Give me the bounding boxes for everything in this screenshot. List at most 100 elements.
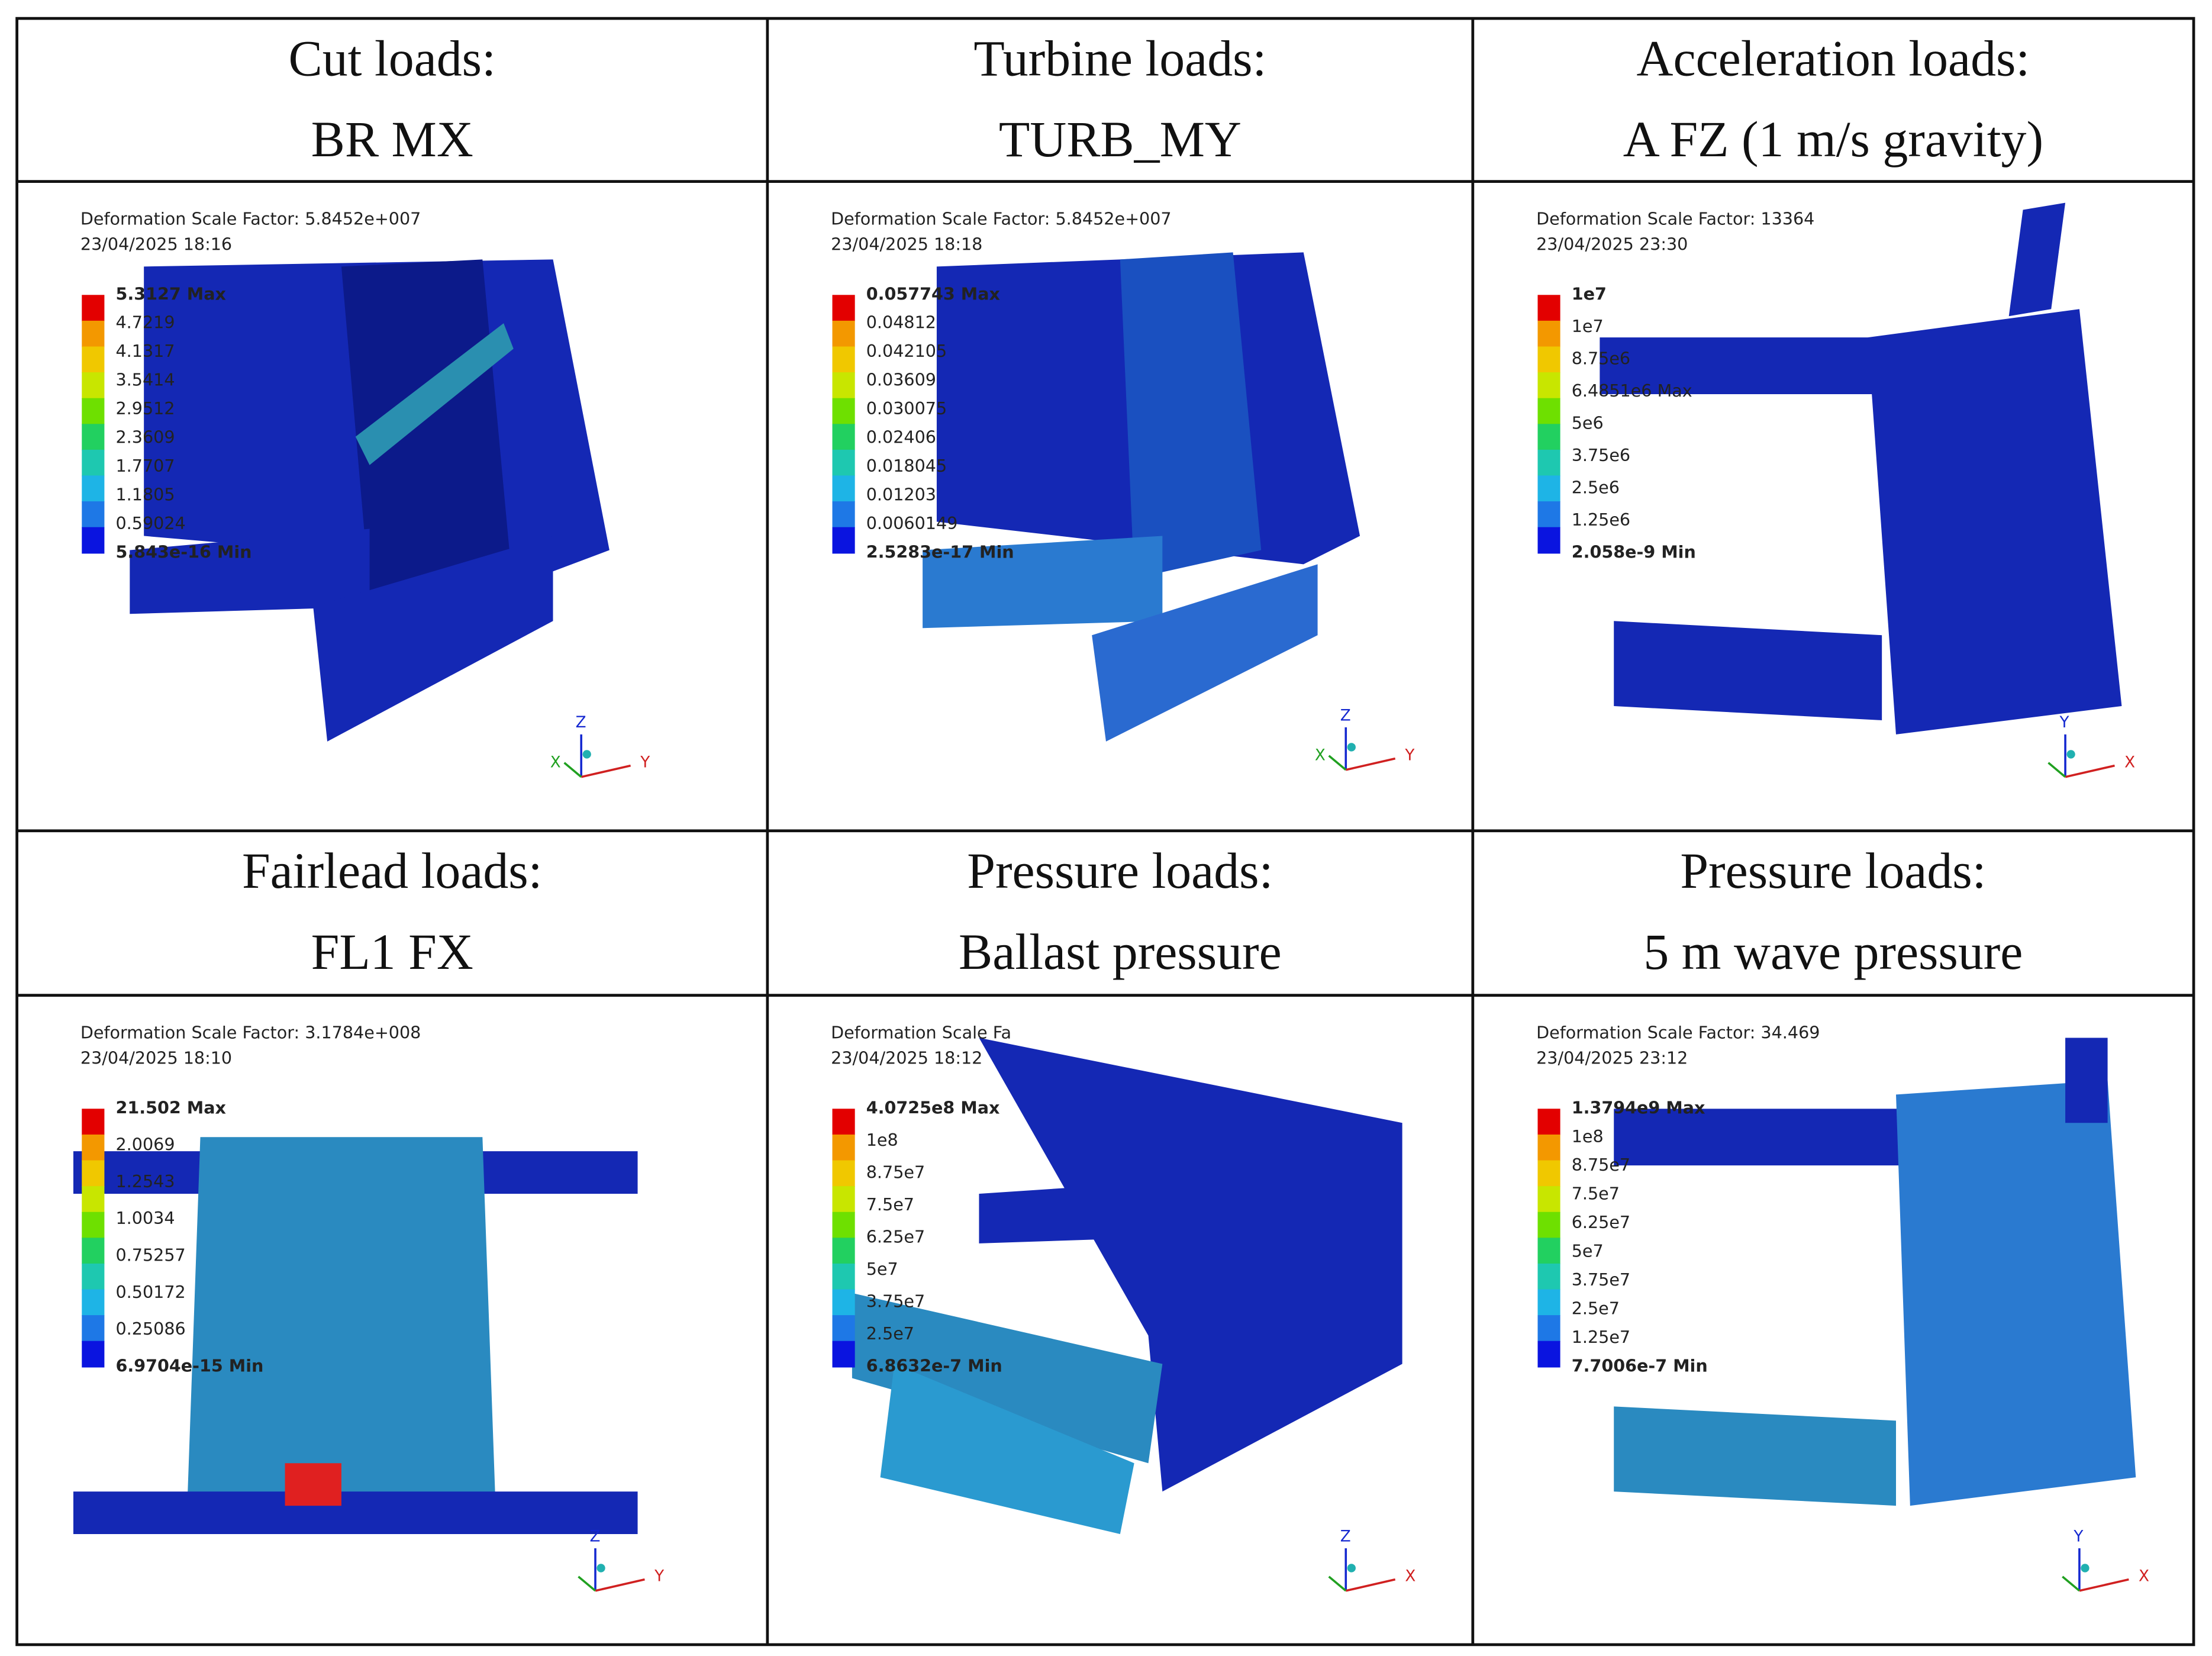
legend-label: 1.25e7: [1572, 1327, 1630, 1347]
cell-heading: Turbine loads:: [973, 30, 1266, 86]
axis-label: X: [2124, 753, 2135, 771]
legend-swatch: [1537, 295, 1560, 322]
axis-label: Y: [1404, 746, 1415, 764]
model-surface: [355, 323, 514, 465]
result-image: Deformation Scale Factor: 5.8452e+007 23/…: [831, 208, 1415, 771]
cell-heading: A FZ (1 m/s gravity): [1623, 111, 2043, 167]
model-surface: [1614, 1406, 1896, 1506]
legend-swatch: [1537, 475, 1560, 502]
model-surface: [1896, 1080, 2136, 1506]
legend-label: 0.03609: [866, 370, 936, 390]
cell-heading: Pressure loads:: [1680, 842, 1986, 899]
axis-label: X: [1405, 1567, 1415, 1585]
model-surface: [2008, 202, 2066, 317]
legend-label: 7.5e7: [1572, 1184, 1620, 1204]
result-image: Deformation Scale Factor: 5.8452e+007 23/…: [80, 208, 650, 778]
legend-label: 0.01203: [866, 484, 936, 504]
legend-swatch: [832, 1212, 855, 1239]
legend-label: 3.75e7: [1572, 1270, 1630, 1290]
axis-origin: [582, 750, 591, 759]
legend-swatch: [832, 1315, 855, 1342]
axis-label: Y: [2073, 1528, 2084, 1545]
legend-label: 6.25e7: [866, 1226, 925, 1246]
legend-swatch: [832, 1341, 855, 1368]
legend-label: 2.058e-9 Min: [1572, 542, 1696, 562]
legend-swatch: [832, 346, 855, 373]
legend-label: 0.25086: [115, 1319, 185, 1339]
legend-swatch: [82, 346, 105, 373]
axis-label: Z: [1340, 1528, 1351, 1545]
legend-swatch: [832, 1263, 855, 1290]
axis-origin: [2066, 750, 2075, 759]
legend-swatch: [832, 1186, 855, 1213]
model-surface: [186, 1137, 497, 1534]
legend-swatch: [1537, 1212, 1560, 1239]
legend-label: 3.5414: [115, 370, 175, 390]
timestamp: 23/04/2025 23:30: [1536, 234, 1688, 254]
legend-swatch: [832, 1289, 855, 1316]
model-surface: [2065, 1038, 2108, 1123]
scale-factor: Deformation Scale Fa: [831, 1022, 1011, 1042]
legend-label: 6.4851e6 Max: [1572, 381, 1692, 401]
legend-swatch: [82, 1263, 105, 1290]
legend-label: 0.0060149: [866, 513, 958, 533]
axis-line: [1345, 1578, 1396, 1592]
legend-label: 1.25e6: [1572, 510, 1630, 530]
legend-swatch: [1537, 527, 1560, 554]
legend-swatch: [1537, 398, 1560, 425]
model-surface: [341, 259, 511, 593]
legend-swatch: [82, 1212, 105, 1239]
legend-swatch: [82, 398, 105, 425]
legend-swatch: [832, 475, 855, 502]
result-image: Deformation Scale Fa 23/04/2025 18:12 4.07…: [831, 1022, 1415, 1592]
legend-swatch: [1537, 1289, 1560, 1316]
axis-label: Z: [576, 714, 586, 732]
legend-label: 4.0725e8 Max: [866, 1097, 1000, 1117]
legend-label: 5e6: [1572, 413, 1604, 433]
legend-label: 0.59024: [115, 513, 185, 533]
legend-swatch: [82, 1160, 105, 1187]
axis-origin: [2081, 1564, 2090, 1573]
legend-label: 1e8: [1572, 1126, 1604, 1146]
legend-swatch: [82, 295, 105, 322]
model-surface: [313, 536, 553, 742]
legend-swatch: [82, 475, 105, 502]
model-surface: [1614, 1109, 1939, 1166]
legend-swatch: [82, 1186, 105, 1213]
model-surface: [1092, 564, 1318, 742]
legend-swatch: [832, 372, 855, 399]
legend-swatch: [82, 1134, 105, 1161]
model-surface: [1614, 621, 1882, 720]
legend-swatch: [1537, 1263, 1560, 1290]
timestamp: 23/04/2025 23:12: [1536, 1048, 1688, 1068]
result-image: Deformation Scale Factor: 13364 23/04/202…: [1536, 202, 2135, 778]
legend-label: 2.5e7: [866, 1323, 914, 1344]
legend-swatch: [82, 372, 105, 399]
legend-swatch: [832, 1134, 855, 1161]
axis-line: [1328, 1576, 1347, 1592]
legend-label: 0.030075: [866, 398, 947, 418]
legend-swatch: [1537, 501, 1560, 528]
legend-label: 1.0034: [115, 1208, 175, 1228]
cell-heading: TURB_MY: [999, 111, 1242, 167]
axis-label: Z: [589, 1528, 600, 1545]
legend-label: 2.5283e-17 Min: [866, 542, 1014, 562]
axis-line: [2062, 1576, 2081, 1592]
axis-line: [581, 764, 631, 778]
axis-line: [563, 762, 582, 778]
legend-label: 4.7219: [115, 312, 175, 333]
legend-label: 1.1805: [115, 484, 175, 504]
legend-label: 0.04812: [866, 312, 936, 333]
legend-swatch: [1537, 449, 1560, 476]
scale-factor: Deformation Scale Factor: 13364: [1536, 208, 1814, 228]
legend-swatch: [1537, 1160, 1560, 1187]
legend-label: 0.042105: [866, 341, 947, 361]
legend-swatch: [832, 1238, 855, 1265]
legend-label: 3.75e6: [1572, 445, 1630, 465]
legend-label: 0.02406: [866, 427, 936, 447]
legend-label: 5.843e-16 Min: [115, 542, 251, 562]
model-surface: [1120, 252, 1262, 579]
axis-line: [2047, 762, 2066, 778]
legend-label: 8.75e7: [1572, 1155, 1630, 1175]
